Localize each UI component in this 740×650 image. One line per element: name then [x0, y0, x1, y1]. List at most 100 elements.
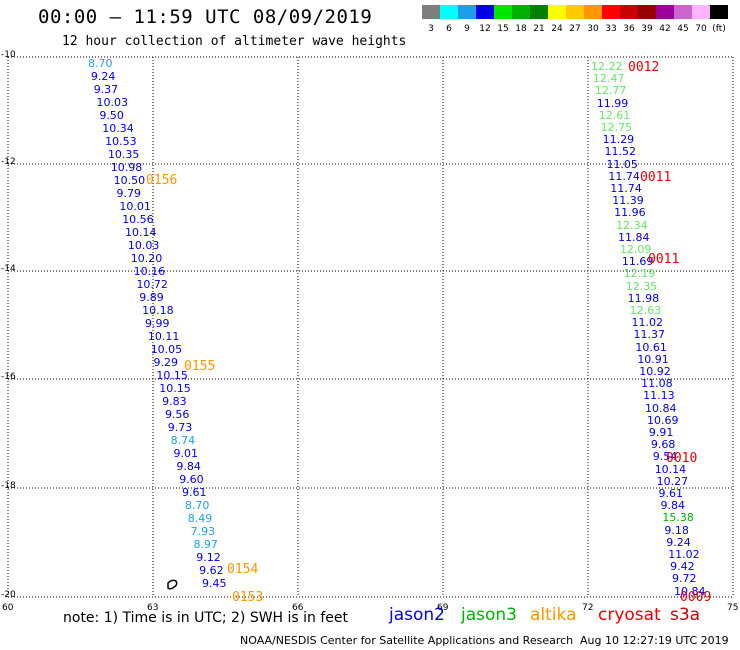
scale-label: 27	[569, 24, 581, 34]
time-label: 0011	[648, 252, 680, 267]
swh-value: 10.69	[646, 413, 679, 427]
swh-value: 9.12	[196, 551, 221, 564]
swh-value: 10.35	[107, 148, 140, 161]
swh-value: 10.50	[113, 174, 146, 187]
swh-value: 11.74	[610, 182, 642, 195]
swh-value: 10.91	[637, 352, 669, 366]
footer-credit: NOAA/NESDIS Center for Satellite Applica…	[240, 634, 574, 647]
scale-swatch	[530, 5, 548, 19]
legend-entry-cryosat: cryosat	[598, 605, 661, 625]
swh-value: 9.89	[139, 291, 164, 304]
swh-value: 12.22	[591, 60, 623, 73]
lon-label: 75	[727, 603, 739, 613]
scale-label: 3	[428, 24, 434, 34]
swh-value: 9.18	[664, 523, 689, 537]
time-label: 0010	[666, 451, 698, 466]
swh-value: 9.24	[666, 535, 691, 549]
swh-value: 9.37	[93, 83, 119, 96]
swh-value: 9.61	[182, 486, 207, 499]
swh-value: 8.74	[170, 434, 196, 447]
swh-value: 11.84	[618, 230, 650, 244]
scale-label: 9	[464, 24, 470, 34]
swh-value: 10.84	[673, 584, 706, 598]
swh-value: 9.56	[164, 408, 190, 421]
island-outline	[167, 579, 178, 590]
footer-timestamp: Aug 10 12:27:19 UTC 2019	[580, 634, 729, 647]
swh-value: 12.47	[592, 72, 625, 86]
time-label: 0154	[227, 562, 259, 577]
lat-label: -20	[1, 590, 16, 600]
swh-value: 11.74	[608, 169, 640, 183]
swh-value: 10.15	[156, 369, 188, 382]
scale-label: (ft)	[712, 24, 726, 34]
lat-label: -16	[1, 372, 16, 382]
scale-label: 36	[623, 24, 635, 34]
scale-swatch	[422, 5, 440, 19]
swh-value: 10.27	[656, 474, 689, 488]
scale-label: 39	[641, 24, 653, 34]
scale-swatch	[710, 5, 728, 19]
swh-value: 8.49	[187, 512, 213, 525]
lon-label: 60	[2, 603, 14, 613]
swh-value: 10.98	[110, 161, 143, 174]
swh-value: 9.54	[652, 450, 678, 464]
scale-label: 12	[479, 24, 491, 34]
swh-value: 10.92	[639, 365, 671, 378]
lat-label: -10	[1, 50, 16, 60]
lon-label: 63	[147, 603, 159, 613]
scale-swatch	[440, 5, 458, 19]
swh-value: 8.70	[88, 57, 113, 70]
swh-value: 9.24	[90, 70, 116, 83]
swh-value: 11.69	[621, 255, 654, 269]
swh-value: 10.14	[654, 462, 687, 476]
scale-swatch	[458, 5, 476, 19]
swh-value: 12.75	[600, 121, 633, 134]
scale-label: 30	[587, 24, 599, 34]
swh-value: 11.02	[668, 548, 700, 561]
swh-value: 10.18	[142, 304, 174, 317]
swh-value: 10.56	[122, 213, 154, 226]
swh-value: 11.52	[604, 145, 637, 159]
lat-label: -18	[1, 481, 16, 491]
swh-value: 9.42	[670, 560, 695, 574]
swh-value: 11.08	[641, 377, 673, 391]
swh-value: 10.03	[96, 96, 129, 109]
scale-label: 24	[551, 24, 563, 34]
lat-label: -14	[1, 264, 16, 274]
swh-value: 9.62	[199, 564, 224, 577]
note-text: note: 1) Time is in UTC; 2) SWH is in fe…	[63, 610, 349, 626]
swh-value: 9.29	[153, 356, 179, 369]
scale-swatch	[584, 5, 602, 19]
time-label: 0012	[628, 60, 660, 75]
scale-swatch	[692, 5, 710, 19]
scale-label: 18	[515, 24, 527, 34]
scale-swatch	[566, 5, 584, 19]
lon-label: 66	[292, 603, 304, 613]
swh-value: 9.79	[116, 187, 142, 200]
swh-value: 7.93	[190, 525, 216, 538]
swh-value: 12.19	[623, 267, 656, 281]
swh-value: 10.14	[125, 226, 157, 239]
legend-entry-s3a: s3a	[670, 605, 701, 625]
swh-value: 9.84	[660, 499, 685, 513]
swh-value: 10.20	[130, 252, 163, 265]
swh-value: 10.61	[635, 340, 667, 354]
swh-value: 12.34	[616, 218, 648, 232]
swh-value: 9.73	[167, 421, 193, 434]
swh-value: 10.01	[119, 200, 151, 213]
swh-value: 10.15	[159, 382, 191, 395]
scale-label: 33	[605, 24, 617, 34]
scale-label: 70	[695, 24, 707, 34]
time-label: 0156	[146, 173, 178, 188]
swh-value: 10.84	[645, 401, 677, 415]
swh-value: 9.61	[658, 487, 684, 500]
swh-value: 12.63	[629, 304, 662, 317]
swh-value: 11.05	[606, 157, 638, 171]
scale-swatch	[656, 5, 674, 19]
swh-value: 12.77	[594, 84, 627, 98]
scale-label: 21	[533, 24, 545, 34]
scale-swatch	[602, 5, 620, 19]
swh-value: 12.61	[598, 108, 631, 122]
swh-value: 11.29	[602, 133, 635, 147]
